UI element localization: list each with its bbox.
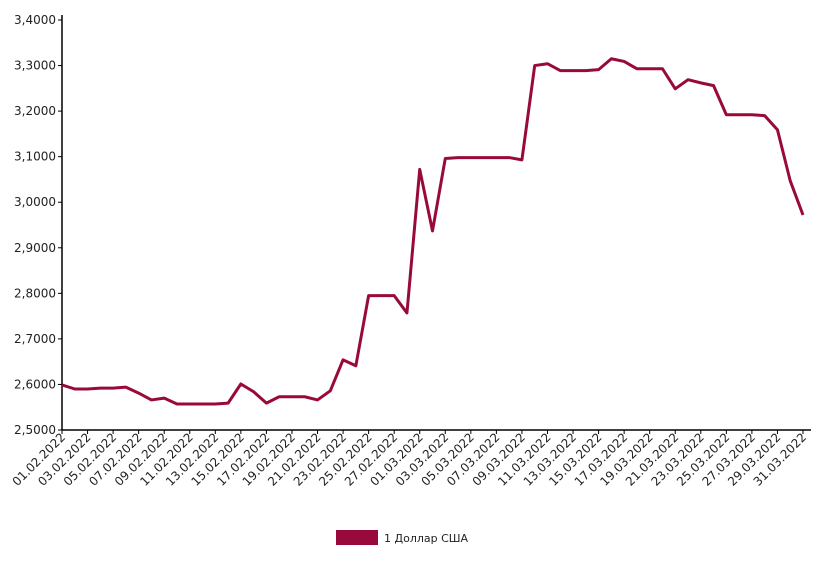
y-tick-label: 3,4000 <box>14 13 56 27</box>
y-tick-label: 3,1000 <box>14 150 56 164</box>
legend-swatch <box>336 530 378 545</box>
y-tick-label: 3,2000 <box>14 104 56 118</box>
y-tick-label: 2,6000 <box>14 377 56 391</box>
legend-label: 1 Доллар США <box>384 532 469 545</box>
y-tick-label: 2,9000 <box>14 241 56 255</box>
y-tick-label: 2,5000 <box>14 423 56 437</box>
y-tick-label: 3,3000 <box>14 59 56 73</box>
y-tick-label: 3,0000 <box>14 195 56 209</box>
series-line <box>61 57 805 406</box>
y-tick-label: 2,8000 <box>14 286 56 300</box>
y-tick-label: 2,7000 <box>14 332 56 346</box>
